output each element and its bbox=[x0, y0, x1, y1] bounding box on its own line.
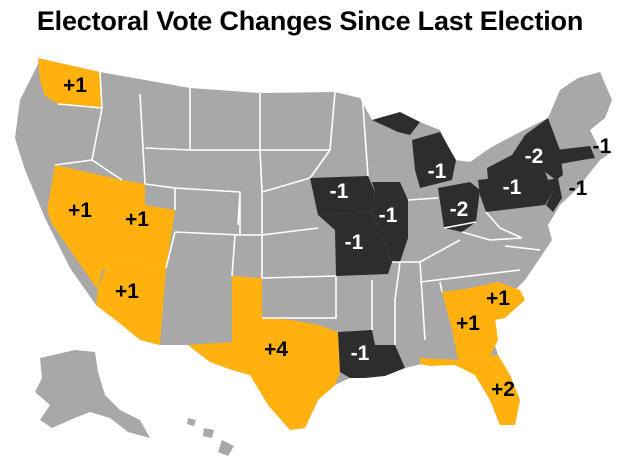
state-new-york[interactable] bbox=[487, 118, 563, 180]
state-louisiana[interactable] bbox=[338, 330, 405, 378]
label-florida: +2 bbox=[491, 378, 515, 401]
state-missouri[interactable] bbox=[318, 212, 392, 276]
label-georgia: +1 bbox=[456, 312, 480, 335]
state-florida[interactable] bbox=[420, 355, 520, 425]
state-arizona[interactable] bbox=[96, 258, 166, 345]
label-illinois: -1 bbox=[379, 204, 398, 227]
gain-states bbox=[38, 58, 525, 430]
state-michigan[interactable] bbox=[372, 112, 456, 188]
hawaii bbox=[187, 418, 234, 456]
change-labels: +1 +1 +1 +1 +4 +1 +1 +2 -1 -1 -1 -1 -1 -… bbox=[63, 74, 612, 401]
label-iowa: -1 bbox=[330, 180, 349, 203]
label-louisiana: -1 bbox=[351, 342, 370, 365]
state-massachusetts[interactable] bbox=[556, 146, 595, 164]
label-missouri: -1 bbox=[345, 231, 364, 254]
label-texas: +4 bbox=[264, 338, 288, 361]
state-pennsylvania[interactable] bbox=[478, 172, 553, 212]
label-new-york: -2 bbox=[525, 145, 544, 168]
label-washington: +1 bbox=[63, 74, 87, 97]
label-ohio: -2 bbox=[450, 198, 469, 221]
state-illinois[interactable] bbox=[372, 182, 408, 262]
state-georgia[interactable] bbox=[442, 288, 498, 360]
state-iowa[interactable] bbox=[310, 176, 375, 215]
label-utah: +1 bbox=[125, 208, 149, 231]
label-massachusetts: -1 bbox=[593, 135, 612, 158]
state-nevada[interactable] bbox=[47, 165, 122, 290]
label-pennsylvania: -1 bbox=[503, 176, 522, 199]
label-south-carolina: +1 bbox=[486, 287, 510, 310]
state-washington[interactable] bbox=[38, 58, 102, 108]
label-arizona: +1 bbox=[115, 280, 139, 303]
state-new-jersey[interactable] bbox=[546, 178, 562, 212]
state-texas[interactable] bbox=[188, 276, 340, 430]
state-borders bbox=[54, 71, 541, 345]
state-ohio[interactable] bbox=[438, 182, 480, 232]
label-michigan: -1 bbox=[428, 160, 447, 183]
alaska bbox=[35, 350, 150, 438]
loss-states bbox=[310, 112, 595, 378]
state-south-carolina[interactable] bbox=[470, 282, 525, 320]
label-new-jersey: -1 bbox=[569, 177, 588, 200]
map-title: Electoral Vote Changes Since Last Electi… bbox=[36, 6, 584, 36]
state-border-lines bbox=[54, 71, 541, 345]
label-nevada: +1 bbox=[68, 199, 92, 222]
state-utah[interactable] bbox=[112, 180, 175, 268]
